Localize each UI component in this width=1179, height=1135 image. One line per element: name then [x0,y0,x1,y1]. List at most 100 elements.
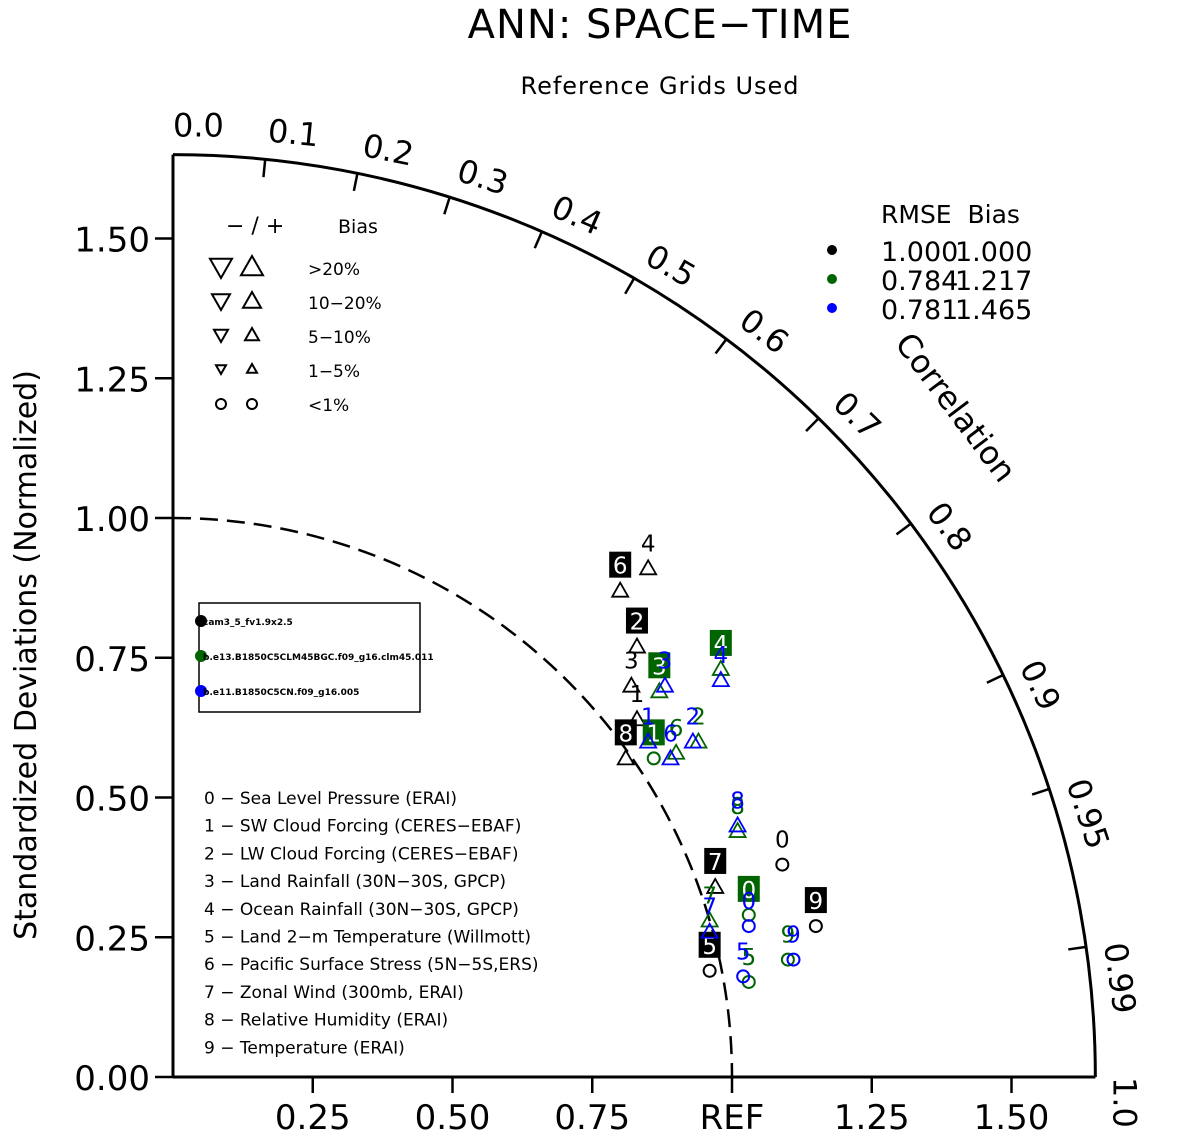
data-point-label: 0 [741,889,756,915]
data-point: 8 [728,788,748,833]
data-point: 3 [655,649,675,693]
variable-key-item: 8 − Relative Humidity (ERAI) [204,1011,448,1031]
data-point: 0 [737,875,760,922]
x-tick-label: REF [700,1098,765,1135]
bias-legend-label: 10−20% [308,294,382,314]
correlation-tick [714,338,728,355]
case-legend-item: b.e11.B1850C5CN.f09_g16.005 [195,685,359,698]
y-tick-label: 1.50 [74,221,150,261]
data-point: 3 [648,652,671,699]
data-point: 3 [621,649,641,693]
data-point: 0 [775,828,790,872]
series-dot [827,303,837,313]
data-point-label-box [737,875,760,902]
rmse-value: 0.784 [881,266,958,297]
series-dot [827,274,837,284]
variable-key-item: 9 − Temperature (ERAI) [204,1038,405,1058]
case-name: cam3_5_fv1.9x2.5 [203,618,293,628]
y-tick-label: 1.00 [74,500,150,540]
variable-key-item: 2 − LW Cloud Forcing (CERES−EBAF) [204,844,518,864]
tick-labels: 0.000.250.500.751.001.251.500.25 0.50 0.75… [74,221,1049,1135]
rmse-value: 1.000 [881,237,958,268]
data-point-label-box [704,847,727,874]
correlation-tick [805,417,820,433]
correlation-tick-label: 0.99 [1096,940,1144,1016]
data-point-label: 3 [658,649,673,675]
y-tick-label: 1.25 [74,360,150,400]
y-tick-label: 0.50 [74,780,150,820]
data-point-label: 9 [809,889,824,915]
correlation-tick-label: 0.0 [173,107,224,145]
bias-value: 1.465 [955,295,1032,326]
bias-value: 1.000 [955,237,1032,268]
bias-legend-row: 1−5% [214,361,360,382]
variable-key-item: 1 − SW Cloud Forcing (CERES−EBAF) [204,817,521,837]
data-point: 9 [804,887,827,934]
data-point-label: 4 [713,643,728,669]
data-point-label: 1 [641,705,656,731]
x-tick-label: 1.50 [974,1098,1050,1135]
data-point-label-box [625,607,648,634]
correlation-tick [1031,787,1050,796]
correlation-tick-label: 0.2 [360,126,417,173]
bias-legend-row: 5−10% [212,325,371,348]
data-point-label: 6 [663,721,678,747]
data-point-label: 5 [741,945,756,971]
data-point-label: 0 [775,828,790,854]
bias-legend-label: <1% [308,396,349,416]
variable-key-item: 0 − Sea Level Pressure (ERAI) [204,789,457,809]
correlation-tick-label: 0.1 [266,111,320,154]
correlation-tick-label: 0.7 [826,384,889,447]
data-point: 1 [627,682,647,727]
data-point-label: 2 [691,705,706,731]
case-legend-item: cam3_5_fv1.9x2.5 [195,615,293,628]
data-point-label-box [614,719,637,746]
y-tick-label: 0.25 [74,919,150,959]
data-point: 9 [786,923,801,967]
correlation-tick [1068,945,1087,951]
data-point: 7 [700,895,720,939]
case-dot [195,685,207,697]
correlation-tick-label: 0.3 [453,151,513,203]
correlation-tick [624,277,636,295]
y-tick-label: 0.75 [74,640,150,680]
bias-legend-row: >20% [208,253,360,281]
correlation-tick [895,522,912,536]
data-point: 1 [638,705,658,749]
data-point: 7 [704,847,727,894]
data-point-label: 9 [781,923,796,949]
x-tick-label: 0.25 [275,1098,351,1135]
data-point: 5 [736,939,751,984]
data-point-label: 7 [708,850,723,876]
series-dot [827,245,837,255]
y-axis-label: Standardized Deviations (Normalized) [9,370,44,940]
data-point: 6 [660,721,681,766]
variable-key-item: 6 − Pacific Surface Stress (5N−5S,ERS) [204,955,539,975]
bias-legend: − / + Bias >20% 10−20% 5−10% 1−5% <1% [208,214,382,416]
chart-subtitle: Reference Grids Used [520,72,799,100]
bias-legend-label: >20% [308,260,360,280]
bias-legend-row: 10−20% [210,289,382,314]
data-point: 6 [609,551,632,598]
data-point-label: 8 [730,788,745,814]
data-point-label-box [648,652,671,679]
data-point-label: 2 [630,610,645,636]
data-point-label-box [642,719,665,746]
correlation-tick [986,673,1004,684]
outer-arc [172,153,1097,1078]
variable-key-item: 7 − Zonal Wind (300mb, ERAI) [204,983,464,1003]
x-tick-label: 0.50 [415,1098,491,1135]
case-legend-box [198,602,421,713]
case-name: b.e13.B1850C5CLM45BGC.f09_g16.clm45.011 [203,653,434,663]
correlation-label: Correlation [888,325,1025,489]
data-point: 8 [614,719,637,766]
case-legend: cam3_5_fv1.9x2.5 b.e13.B1850C5CLM45BGC.f0… [195,602,434,713]
x-tick-label: 0.75 [554,1098,630,1135]
bias-value: 1.217 [955,266,1032,297]
